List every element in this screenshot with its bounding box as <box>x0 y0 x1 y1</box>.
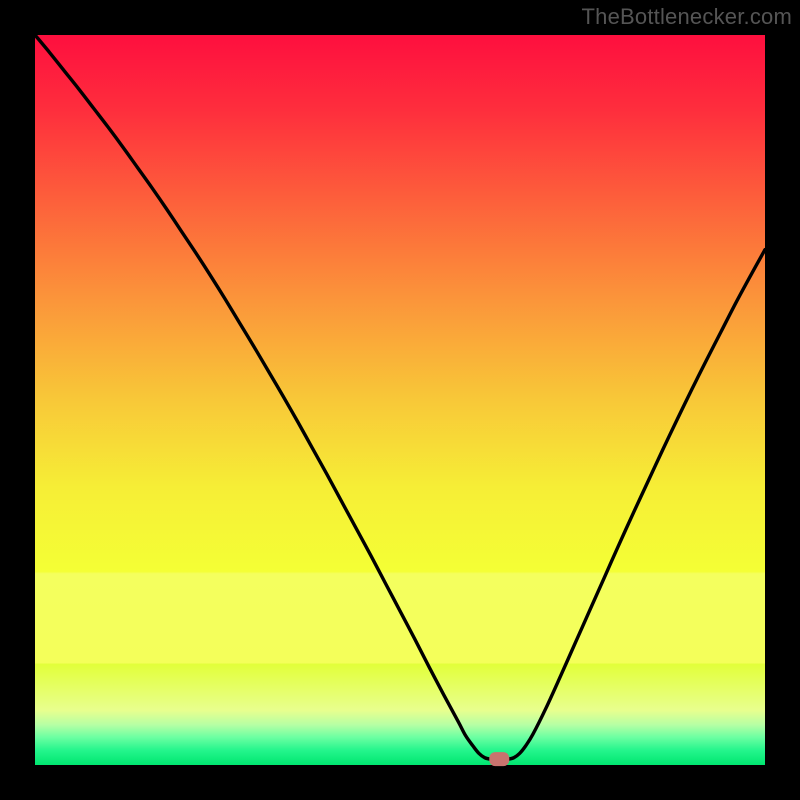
optimal-point-marker <box>489 752 509 766</box>
plot-background <box>35 35 765 765</box>
watermark-text: TheBottlenecker.com <box>582 4 792 30</box>
bottleneck-chart <box>0 0 800 800</box>
chart-frame: TheBottlenecker.com <box>0 0 800 800</box>
